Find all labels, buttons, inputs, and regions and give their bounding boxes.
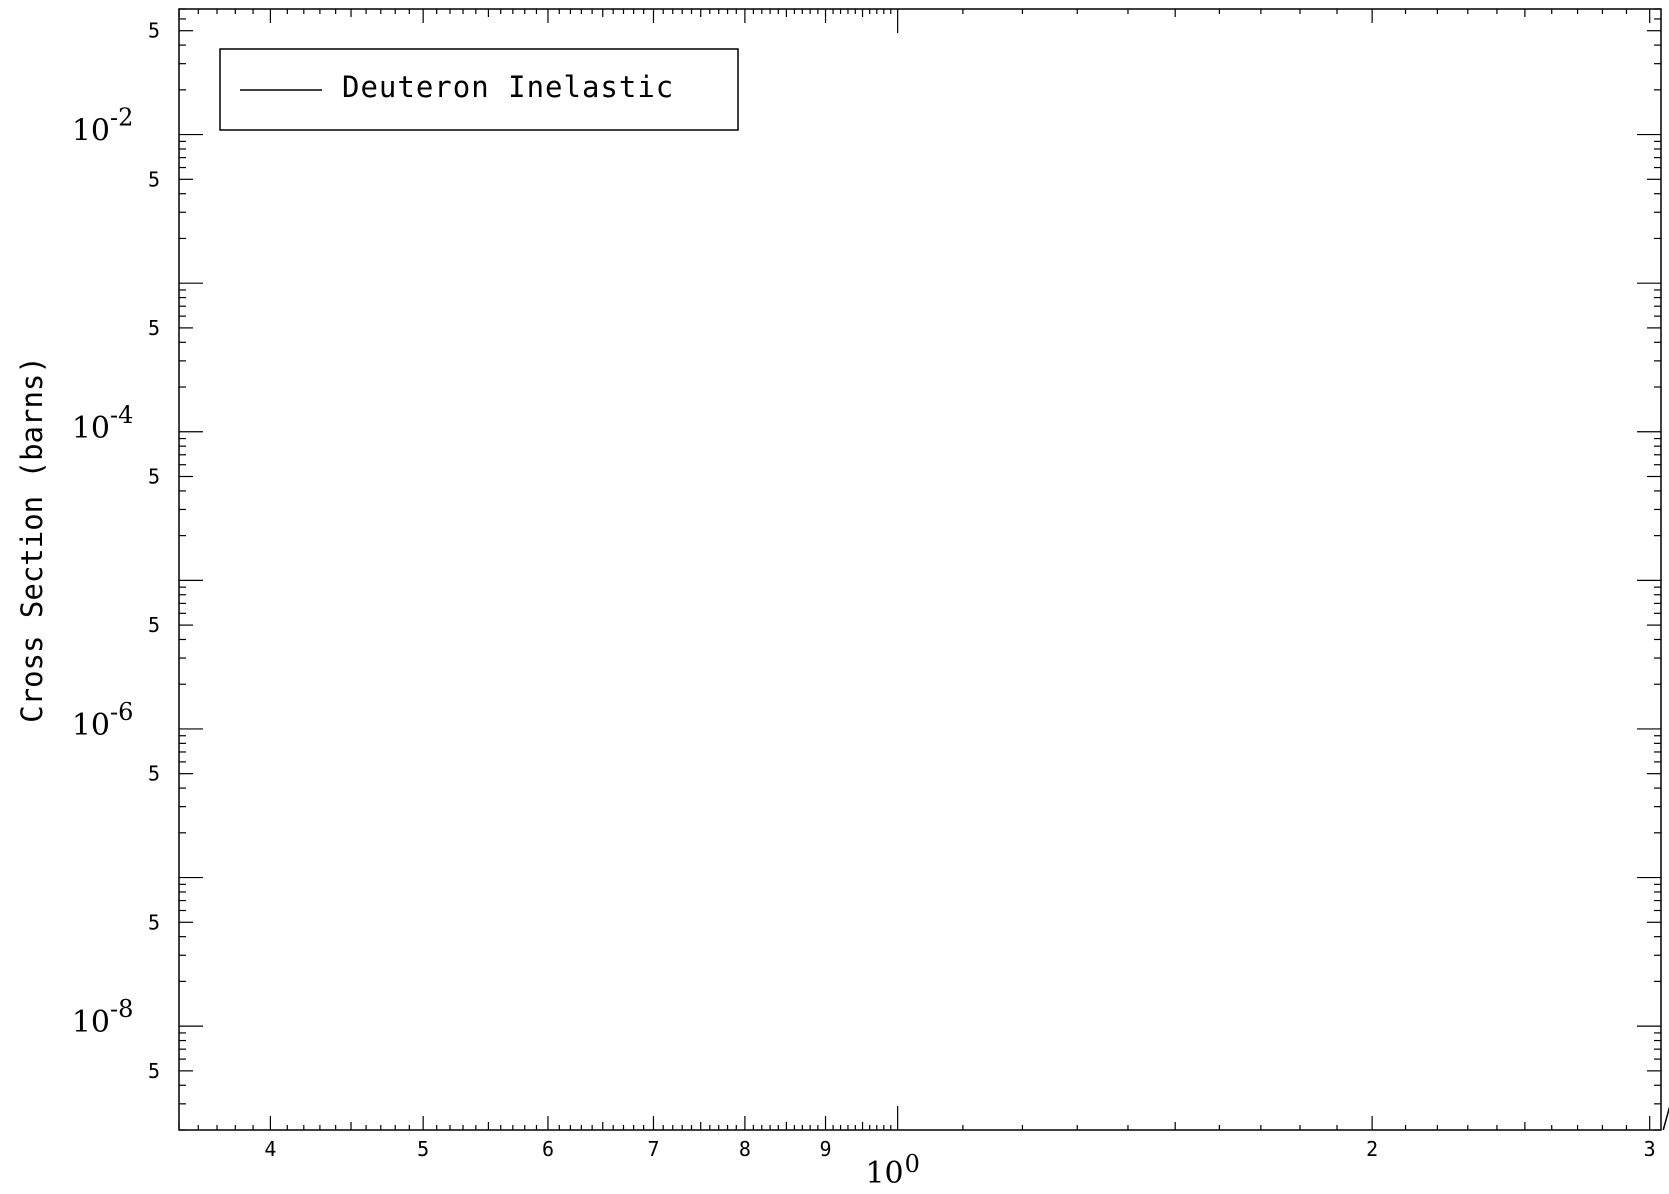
y-tick-label: 5 — [148, 613, 160, 637]
y-tick-label: 5 — [148, 19, 160, 43]
y-decade-exponent: -2 — [110, 104, 133, 132]
y-axis-label: Cross Section (barns) — [15, 356, 49, 723]
plot-frame — [178, 8, 1662, 1131]
legend-label: Deuteron Inelastic — [342, 70, 674, 104]
x-tick-label: 4 — [264, 1137, 276, 1161]
series-line-deuteron-inelastic — [1662, 1106, 1669, 1131]
x-tick-label: 7 — [647, 1137, 659, 1161]
x-tick-label: 9 — [819, 1137, 831, 1161]
y-decade-exponent: -4 — [110, 401, 133, 429]
x-decade-exponent: 0 — [905, 1150, 920, 1178]
y-decade-exponent: -8 — [110, 995, 133, 1023]
legend: Deuteron Inelastic — [219, 48, 739, 131]
x-decade-label: 10 — [865, 1156, 903, 1191]
y-tick-label: 5 — [148, 167, 160, 191]
x-tick-label: 2 — [1366, 1137, 1378, 1161]
y-tick-label: 5 — [148, 910, 160, 934]
y-decade-label: 10 — [72, 1005, 110, 1040]
x-tick-label: 8 — [739, 1137, 751, 1161]
y-tick-label: 5 — [148, 1059, 160, 1083]
y-tick-label: 5 — [148, 762, 160, 786]
x-tick-label: 5 — [417, 1137, 429, 1161]
axis-ticks — [178, 8, 1661, 1131]
x-tick-label: 6 — [542, 1137, 554, 1161]
y-tick-label: 5 — [148, 464, 160, 488]
y-decade-exponent: -6 — [110, 698, 133, 726]
y-decade-label: 10 — [72, 411, 110, 446]
y-decade-label: 10 — [72, 114, 110, 149]
axis-tick-labels: 45678923456789231001015555555510-210-410… — [72, 19, 1656, 1191]
x-tick-label: 3 — [1644, 1137, 1656, 1161]
y-tick-label: 5 — [148, 316, 160, 340]
y-decade-label: 10 — [72, 708, 110, 743]
